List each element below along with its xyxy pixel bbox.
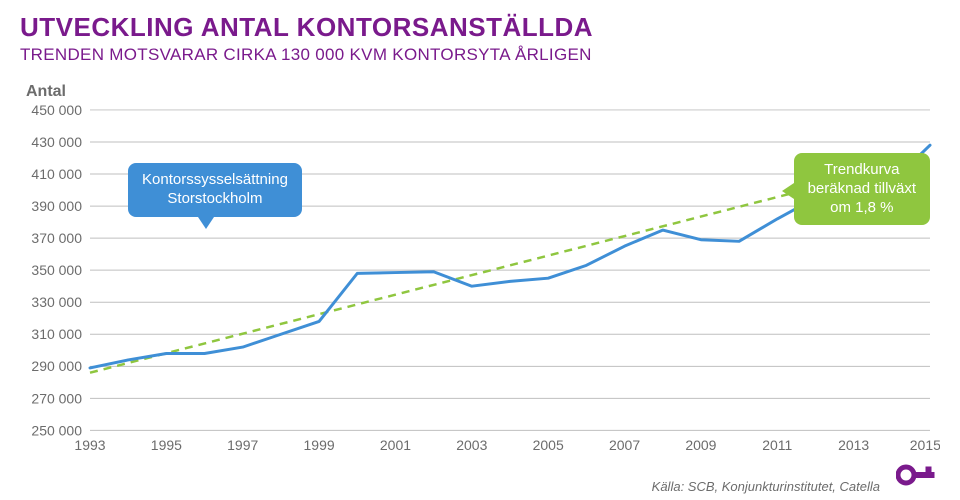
chart-area: 250 000 270 000 290 000 310 000 330 000 350 0…: [20, 105, 940, 460]
y-tick-label: 370 000: [31, 230, 82, 246]
y-tick-label: 270 000: [31, 390, 82, 406]
y-tick-label: 450 000: [31, 105, 82, 118]
x-tick-label: 2015E: [910, 437, 940, 453]
key-logo-icon: [896, 461, 940, 494]
y-tick-label: 350 000: [31, 262, 82, 278]
y-axis-label: Antal: [26, 83, 940, 101]
x-tick-label: 2007: [609, 437, 640, 453]
callout-series: Kontorssysselsättning Storstockholm: [128, 163, 302, 217]
x-tick-label: 2011: [762, 437, 792, 453]
y-tick-label: 330 000: [31, 294, 82, 310]
callout-trend-line2: beräknad tillväxt: [808, 180, 916, 199]
y-tick-label: 250 000: [31, 422, 82, 438]
callout-series-line2: Storstockholm: [142, 190, 288, 209]
x-tick-label: 1995: [151, 437, 182, 453]
y-tick-label: 410 000: [31, 166, 82, 182]
callout-trend-line3: om 1,8 %: [808, 199, 916, 218]
y-tick-label: 310 000: [31, 326, 82, 342]
x-tick-label: 1993: [74, 437, 105, 453]
callout-trend-line1: Trendkurva: [808, 161, 916, 180]
x-tick-label: 2013: [838, 437, 869, 453]
x-tick-label: 2009: [685, 437, 716, 453]
x-tick-label: 2005: [533, 437, 564, 453]
x-tick-label: 1999: [304, 437, 335, 453]
callout-trend: Trendkurva beräknad tillväxt om 1,8 %: [794, 153, 930, 225]
y-tick-label: 290 000: [31, 358, 82, 374]
callout-series-line1: Kontorssysselsättning: [142, 171, 288, 190]
source-text: Källa: SCB, Konjunkturinstitutet, Catell…: [652, 479, 880, 494]
page-subtitle: TRENDEN MOTSVARAR CIRKA 130 000 KVM KONT…: [20, 45, 940, 65]
x-tick-label: 2003: [456, 437, 487, 453]
slide: UTVECKLING ANTAL KONTORSANSTÄLLDA TRENDE…: [0, 0, 960, 500]
x-tick-label: 2001: [380, 437, 411, 453]
y-tick-label: 430 000: [31, 134, 82, 150]
y-tick-label: 390 000: [31, 198, 82, 214]
page-title: UTVECKLING ANTAL KONTORSANSTÄLLDA: [20, 12, 940, 43]
x-tick-label: 1997: [227, 437, 258, 453]
